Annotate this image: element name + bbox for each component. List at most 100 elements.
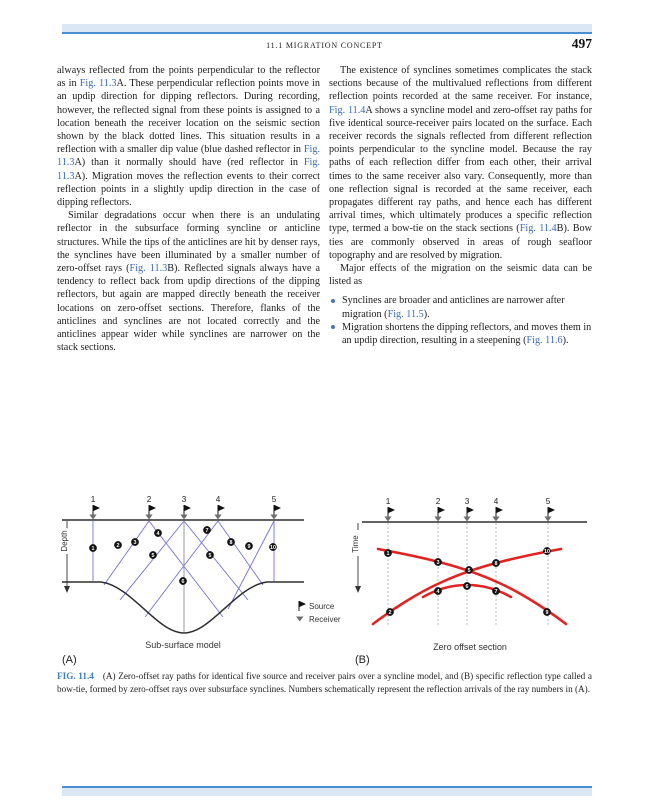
reflection-point: 5 xyxy=(149,551,157,559)
bullet-icon xyxy=(331,325,335,330)
figure-11-4: Depth 1 2 3 4 5 xyxy=(57,490,592,670)
figure-reference-link[interactable]: Fig. 11.6 xyxy=(526,335,563,347)
svg-text:2: 2 xyxy=(117,543,120,549)
left-column: always reflected from the points perpend… xyxy=(57,64,320,354)
receiver-triangle-icon xyxy=(180,514,188,520)
bullet-icon xyxy=(331,299,335,303)
panel-b-letter: (B) xyxy=(355,654,370,666)
svg-text:10: 10 xyxy=(270,545,276,551)
reflection-point: 3 xyxy=(131,538,139,546)
text-run: B). Reflected signals always have a tend… xyxy=(57,263,320,354)
figure-reference-link[interactable]: Fig. 11.3 xyxy=(129,263,168,275)
svg-text:9: 9 xyxy=(248,544,251,550)
station-number: 5 xyxy=(546,497,551,506)
station-a-2: 2 xyxy=(145,495,156,520)
station-b-2: 2 xyxy=(434,497,445,522)
text-run: Synclines are broader and anticlines are… xyxy=(342,295,565,320)
station-number: 4 xyxy=(216,495,221,504)
figure-svg: Depth 1 2 3 4 5 xyxy=(60,495,587,666)
station-b-3: 3 xyxy=(463,497,474,522)
migration-effects-list: Synclines are broader and anticlines are… xyxy=(329,294,592,347)
reflection-point: 2 xyxy=(114,541,122,549)
right-column: The existence of synclines sometimes com… xyxy=(329,64,592,354)
text-run: Similar degradations occur when there is… xyxy=(57,210,320,275)
figure-legend: Source Receiver xyxy=(296,601,341,624)
paragraph: Major effects of the migration on the se… xyxy=(329,263,592,288)
station-number: 2 xyxy=(147,495,152,504)
svg-text:7: 7 xyxy=(495,589,498,595)
station-number: 3 xyxy=(182,495,187,504)
source-flag-icon xyxy=(93,505,100,511)
list-item-text: Migration shortens the dipping reflector… xyxy=(342,322,591,346)
reflection-point: 4 xyxy=(154,529,162,537)
panel-a-letter: (A) xyxy=(62,654,77,666)
svg-text:9: 9 xyxy=(546,610,549,616)
arrow-down-icon xyxy=(355,586,361,593)
arrival-point: 1 xyxy=(384,549,392,557)
top-rule-bar xyxy=(62,24,592,34)
time-axis-label: Time xyxy=(351,535,360,553)
svg-text:6: 6 xyxy=(466,584,469,590)
receiver-triangle-icon xyxy=(214,514,222,520)
figure-reference-link[interactable]: Fig. 11.5 xyxy=(387,308,424,320)
text-run: A shows a syncline model and zero-offset… xyxy=(329,104,592,235)
text-run: A). Migration moves the reflection event… xyxy=(57,170,320,209)
source-flag-icon xyxy=(274,505,281,511)
arrival-point: 6 xyxy=(463,582,471,590)
arrival-point: 3 xyxy=(434,558,442,566)
arrival-point: 9 xyxy=(543,608,551,616)
text-run: ). xyxy=(562,335,569,347)
text-run: A. These perpendicular reflection points… xyxy=(57,78,320,156)
legend-receiver-label: Receiver xyxy=(309,615,341,624)
svg-text:2: 2 xyxy=(389,610,392,616)
svg-text:7: 7 xyxy=(206,528,209,534)
body-text: always reflected from the points perpend… xyxy=(57,64,592,354)
figure-reference-link[interactable]: Fig. 11.4 xyxy=(329,104,366,116)
receiver-triangle-icon xyxy=(384,516,392,522)
text-run: ). xyxy=(423,308,430,320)
receiver-triangle-icon xyxy=(492,516,500,522)
source-flag-icon xyxy=(548,507,555,513)
figure-reference-link[interactable]: Fig. 11.4 xyxy=(519,223,557,235)
svg-text:1: 1 xyxy=(92,546,95,552)
station-a-3: 3 xyxy=(180,495,191,520)
panel-a: Depth 1 2 3 4 5 xyxy=(60,495,304,666)
figure-reference-link[interactable]: Fig. 11.3 xyxy=(57,157,320,182)
station-b-4: 4 xyxy=(492,497,503,522)
reflection-point: 6 xyxy=(179,577,187,585)
text-run: always reflected from the points perpend… xyxy=(57,65,320,90)
receiver-triangle-icon xyxy=(270,514,278,520)
svg-text:5: 5 xyxy=(209,553,212,559)
receiver-triangle-icon xyxy=(89,514,97,520)
panel-b: Time 1 2 3 xyxy=(351,497,587,666)
bottom-rule-bar xyxy=(62,786,592,796)
reflection-point: 7 xyxy=(203,526,211,534)
svg-text:3: 3 xyxy=(134,540,137,546)
source-flag-icon xyxy=(299,601,306,607)
station-b-5: 5 xyxy=(544,497,555,522)
figure-reference-link[interactable]: Fig. 11.3 xyxy=(79,78,117,90)
receiver-triangle-icon xyxy=(296,616,304,622)
reflection-point: 5 xyxy=(206,551,214,559)
list-item: Migration shortens the dipping reflector… xyxy=(329,321,592,347)
list-item: Synclines are broader and anticlines are… xyxy=(329,294,592,320)
svg-text:3: 3 xyxy=(437,560,440,566)
figure-caption-text: (A) Zero-offset ray paths for identical … xyxy=(57,671,592,694)
text-run: B). Bow ties are commonly observed in ar… xyxy=(329,223,592,261)
svg-text:1: 1 xyxy=(387,551,390,557)
reflection-point: 1 xyxy=(89,544,97,552)
time-axis: Time xyxy=(351,523,361,593)
page-number: 497 xyxy=(571,36,592,51)
svg-text:4: 4 xyxy=(437,589,440,595)
arrival-point: 10 xyxy=(543,547,551,555)
station-number: 1 xyxy=(386,497,391,506)
station-number: 2 xyxy=(436,497,441,506)
source-flag-icon xyxy=(218,505,225,511)
svg-text:8: 8 xyxy=(230,540,233,546)
text-run: A) than it normally should have (red ref… xyxy=(74,157,304,169)
source-flag-icon xyxy=(184,505,191,511)
panel-b-title: Zero offset section xyxy=(433,642,507,652)
arrival-point: 7 xyxy=(492,587,500,595)
reflection-point: 8 xyxy=(227,538,235,546)
figure-reference-link[interactable]: Fig. 11.3 xyxy=(57,144,320,169)
